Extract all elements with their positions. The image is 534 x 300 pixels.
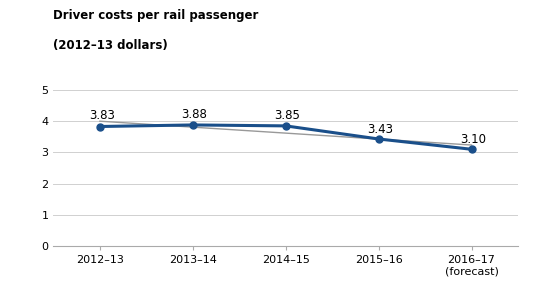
Text: 3.43: 3.43: [367, 123, 394, 136]
Text: 3.88: 3.88: [182, 108, 208, 121]
Text: (2012–13 dollars): (2012–13 dollars): [53, 39, 168, 52]
Text: 3.83: 3.83: [89, 110, 115, 122]
Text: Driver costs per rail passenger: Driver costs per rail passenger: [53, 9, 259, 22]
Text: 3.85: 3.85: [274, 109, 301, 122]
Text: 3.10: 3.10: [460, 133, 486, 146]
